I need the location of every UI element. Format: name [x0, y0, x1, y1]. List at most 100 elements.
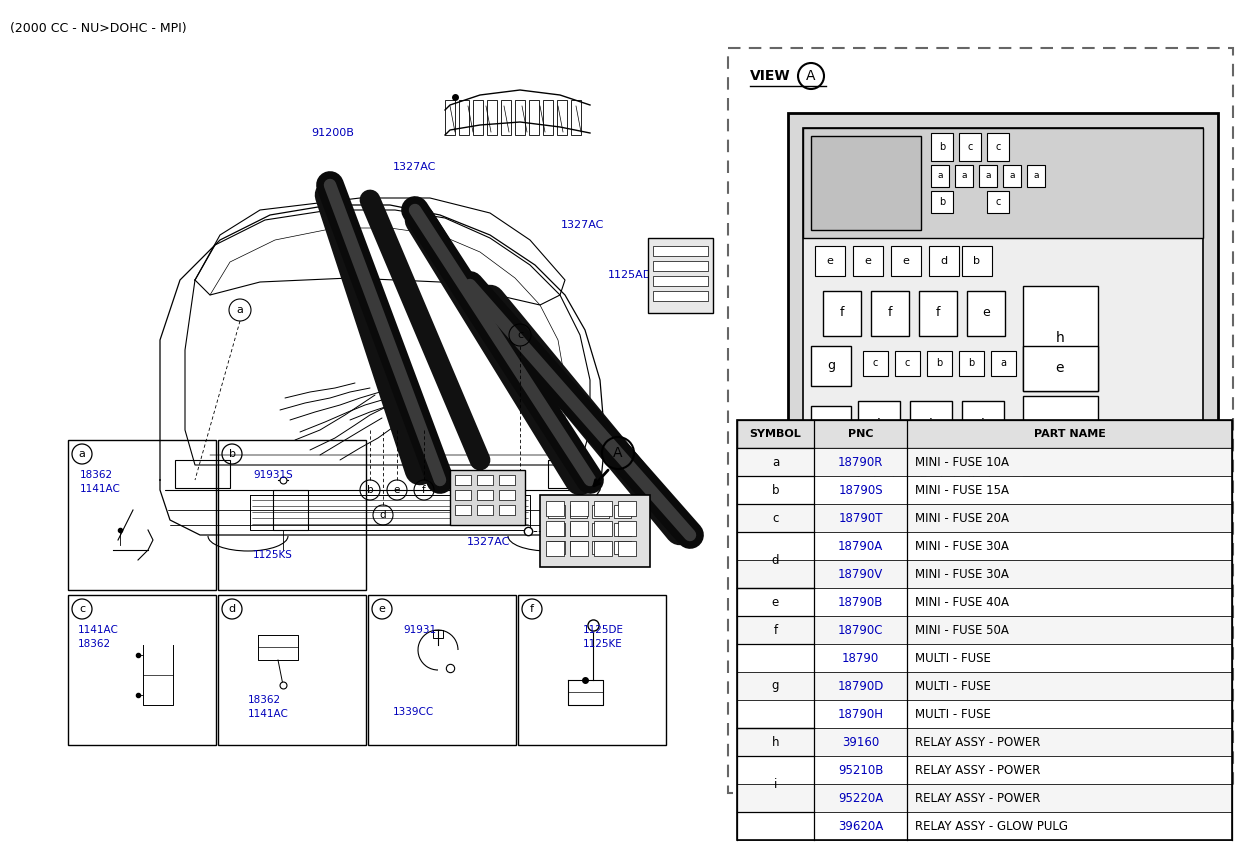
Text: (2000 CC - NU>DOHC - MPI): (2000 CC - NU>DOHC - MPI)	[10, 22, 187, 35]
Bar	[546, 541, 564, 556]
Text: MINI - FUSE 50A: MINI - FUSE 50A	[914, 623, 1009, 637]
Text: 18790T: 18790T	[839, 511, 882, 525]
Bar	[592, 505, 610, 518]
Text: 1125DE: 1125DE	[584, 625, 624, 635]
Bar	[615, 505, 631, 518]
Bar	[909, 401, 952, 449]
Text: f: f	[773, 623, 778, 637]
Bar	[458, 100, 470, 135]
Bar	[455, 475, 471, 485]
Text: b: b	[968, 358, 974, 368]
Bar	[653, 261, 707, 271]
Bar	[737, 532, 1232, 560]
Text: MULTI - FUSE: MULTI - FUSE	[914, 679, 991, 693]
Text: a: a	[1010, 171, 1015, 181]
Bar	[593, 501, 612, 516]
Bar	[592, 541, 610, 554]
Bar	[737, 588, 1232, 616]
Bar	[499, 475, 515, 485]
Text: a: a	[78, 449, 85, 459]
Text: i: i	[774, 778, 777, 790]
Bar	[823, 291, 861, 336]
Bar	[570, 521, 589, 536]
Text: h: h	[1056, 331, 1064, 345]
Text: VIEW: VIEW	[750, 69, 790, 83]
Text: 1141AC: 1141AC	[81, 484, 121, 494]
Text: 91200B: 91200B	[311, 128, 354, 138]
Bar	[737, 448, 1232, 476]
Bar	[68, 440, 216, 590]
Bar	[737, 784, 1232, 812]
Bar	[445, 100, 455, 135]
Text: e: e	[394, 485, 400, 495]
Bar	[368, 595, 515, 745]
Bar	[558, 100, 567, 135]
Bar	[961, 246, 992, 276]
Bar	[1027, 165, 1044, 187]
Text: c: c	[772, 511, 778, 525]
Text: RELAY ASSY - GLOW PULG: RELAY ASSY - GLOW PULG	[914, 819, 1068, 833]
Text: d: d	[228, 604, 235, 614]
Bar	[548, 541, 565, 554]
Bar	[737, 420, 1232, 840]
Bar	[737, 644, 1232, 672]
Text: 1327AC: 1327AC	[561, 220, 605, 230]
Bar	[803, 128, 1203, 238]
Text: PNC: PNC	[847, 429, 873, 439]
Bar	[218, 595, 366, 745]
Bar	[571, 100, 581, 135]
Bar	[570, 523, 587, 536]
Bar	[929, 246, 959, 276]
Bar	[543, 100, 553, 135]
Bar	[815, 246, 845, 276]
Text: RELAY ASSY - POWER: RELAY ASSY - POWER	[914, 735, 1041, 749]
Text: 1125AD: 1125AD	[481, 492, 525, 502]
Text: f: f	[840, 306, 844, 320]
Text: f: f	[935, 306, 940, 320]
Text: a: a	[772, 455, 779, 468]
Text: b: b	[939, 197, 945, 207]
Bar	[653, 276, 707, 286]
Text: 39620A: 39620A	[838, 819, 883, 833]
Bar	[570, 505, 587, 518]
Text: g: g	[772, 679, 779, 693]
Bar	[548, 460, 589, 488]
Text: 18790A: 18790A	[838, 539, 883, 553]
Bar	[930, 165, 949, 187]
Bar	[593, 541, 612, 556]
Bar	[812, 136, 921, 230]
Bar	[966, 291, 1005, 336]
Text: A: A	[807, 69, 815, 83]
Text: d: d	[379, 510, 387, 520]
Text: i: i	[877, 418, 881, 432]
Text: c: c	[904, 358, 909, 368]
Text: 18790C: 18790C	[838, 623, 883, 637]
Text: b: b	[367, 485, 373, 495]
Bar	[618, 541, 636, 556]
Text: f: f	[422, 485, 426, 495]
Text: 95210B: 95210B	[838, 763, 883, 777]
Bar	[737, 560, 1232, 588]
Text: a: a	[937, 171, 943, 181]
Bar	[987, 133, 1009, 161]
Bar	[548, 523, 565, 536]
Bar	[737, 420, 1232, 448]
Bar	[852, 246, 883, 276]
Bar	[871, 291, 909, 336]
Text: 18362: 18362	[248, 695, 281, 705]
Bar	[954, 461, 989, 493]
Text: e: e	[902, 256, 909, 266]
Bar	[515, 100, 525, 135]
Text: MINI - FUSE 30A: MINI - FUSE 30A	[914, 539, 1009, 553]
Bar	[788, 113, 1218, 448]
Bar	[546, 521, 564, 536]
Bar	[1023, 286, 1098, 391]
Bar	[737, 728, 1232, 756]
Bar	[570, 501, 589, 516]
Text: PART NAME: PART NAME	[1033, 429, 1105, 439]
Bar	[737, 812, 1232, 840]
Bar	[959, 133, 981, 161]
Bar	[919, 291, 957, 336]
Bar	[857, 461, 893, 493]
Bar	[570, 541, 587, 554]
